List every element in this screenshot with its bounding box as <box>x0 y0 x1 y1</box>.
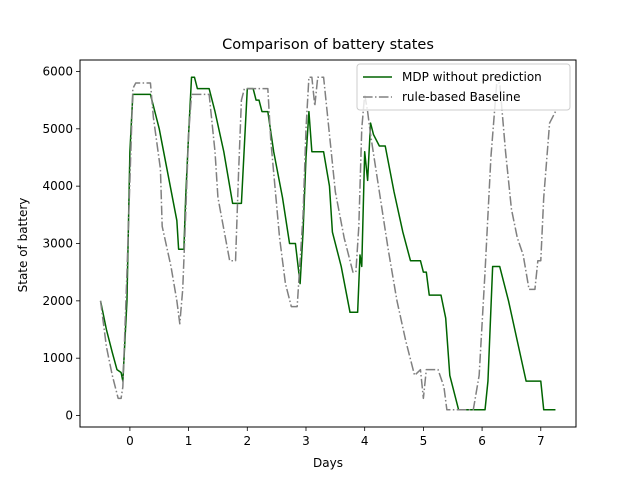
x-tick-label: 4 <box>361 434 369 448</box>
x-tick-label: 2 <box>243 434 251 448</box>
legend-label-2: rule-based Baseline <box>402 90 521 104</box>
series-line-1 <box>99 76 556 411</box>
x-tick-label: 5 <box>420 434 428 448</box>
x-tick-label: 0 <box>126 434 134 448</box>
series-layer <box>99 76 557 411</box>
series-line-2 <box>99 76 557 411</box>
x-tick-label: 7 <box>537 434 545 448</box>
x-tick-label: 3 <box>302 434 310 448</box>
plot-area: 0 1 2 3 4 5 6 7 0 1000 2000 3000 4000 5000 6000 <box>42 59 577 448</box>
y-tick-label: 1000 <box>42 351 73 365</box>
x-axis-label: Days <box>313 456 343 470</box>
y-tick-label: 3000 <box>42 237 73 251</box>
y-tick-label: 0 <box>65 409 73 423</box>
y-tick-label: 2000 <box>42 294 73 308</box>
y-tick-label: 4000 <box>42 179 73 193</box>
y-tick-label: 5000 <box>42 122 73 136</box>
chart-title: Comparison of battery states <box>222 37 434 53</box>
y-axis: 0 1000 2000 3000 4000 5000 6000 <box>42 64 80 423</box>
legend: MDP without prediction rule-based Baselin… <box>356 63 571 111</box>
legend-box <box>356 63 571 111</box>
y-tick-label: 6000 <box>42 64 73 78</box>
y-axis-label: State of battery <box>16 198 30 293</box>
x-axis: 0 1 2 3 4 5 6 7 <box>126 427 545 448</box>
legend-label-1: MDP without prediction <box>402 70 542 84</box>
x-tick-label: 1 <box>185 434 193 448</box>
x-tick-label: 6 <box>478 434 486 448</box>
